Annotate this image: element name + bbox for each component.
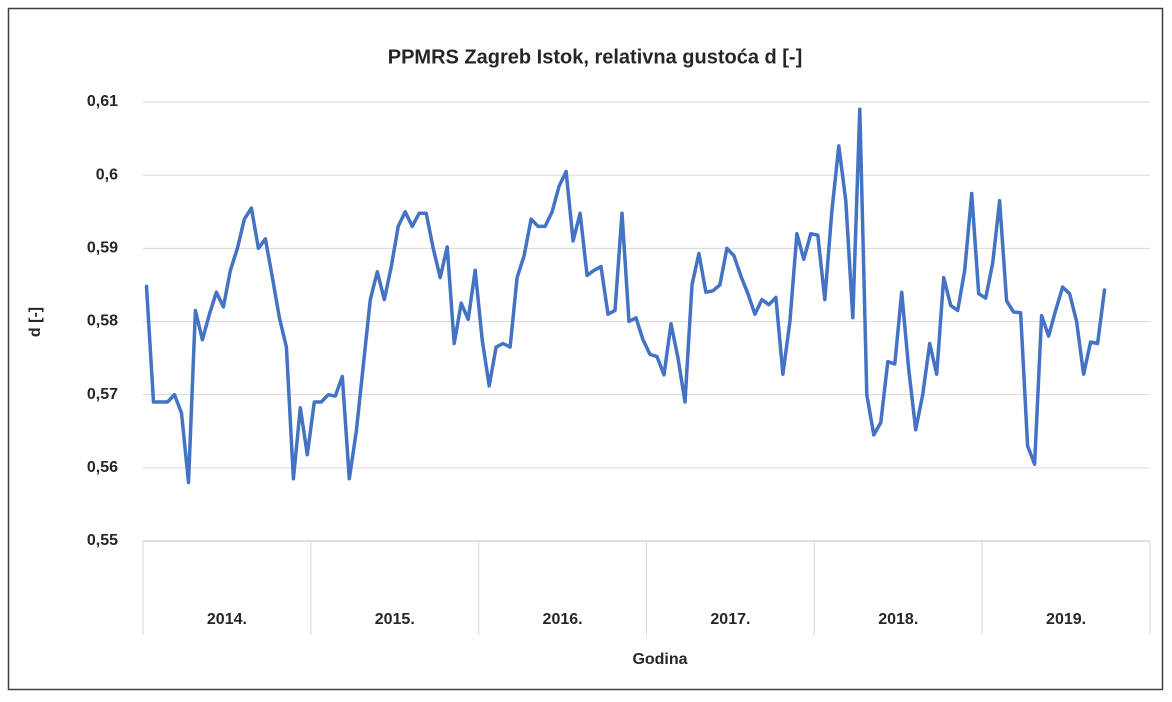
x-axis-label: Godina (632, 651, 687, 668)
x-tick-label: 2019. (1046, 611, 1086, 628)
y-tick-label: 0,6 (96, 166, 118, 183)
y-tick-label: 0,58 (87, 313, 118, 330)
y-tick-label: 0,59 (87, 240, 118, 257)
x-tick-label: 2015. (375, 611, 415, 628)
y-tick-label: 0,57 (87, 386, 118, 403)
x-tick-label: 2016. (543, 611, 583, 628)
x-tick-label: 2014. (207, 611, 247, 628)
y-axis-label: d [-] (27, 307, 44, 337)
x-tick-label: 2018. (878, 611, 918, 628)
y-tick-label: 0,61 (87, 93, 118, 110)
y-tick-label: 0,55 (87, 532, 118, 549)
chart-border (7, 7, 1164, 691)
x-tick-label: 2017. (710, 611, 750, 628)
chart-title: PPMRS Zagreb Istok, relativna gustoća d … (388, 46, 803, 68)
y-tick-label: 0,56 (87, 459, 118, 476)
data-line (144, 107, 1107, 485)
